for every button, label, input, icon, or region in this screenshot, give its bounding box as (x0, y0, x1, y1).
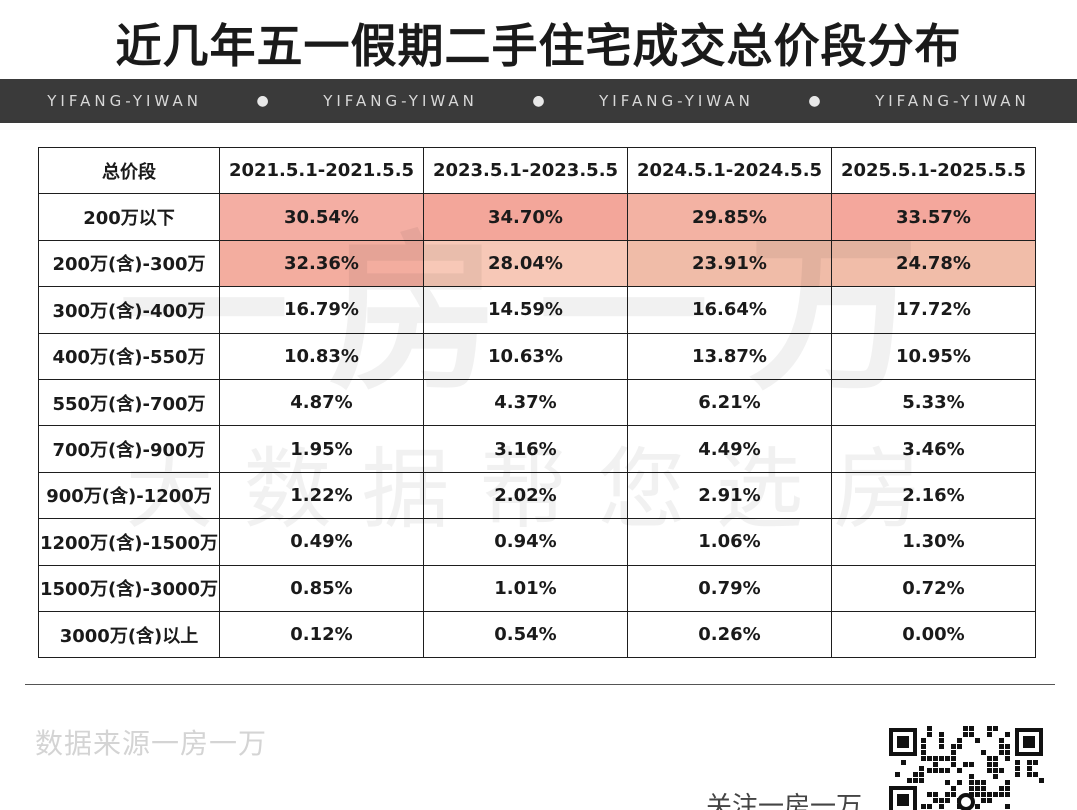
table-cell: 10.83% (219, 332, 424, 380)
band-text: YIFANG-YIWAN (323, 92, 478, 110)
row-label: 400万(含)-550万 (38, 332, 220, 380)
table-cell: 0.54% (423, 610, 628, 659)
table-row: 200万(含)-300万 32.36% 28.04% 23.91% 24.78% (38, 239, 1036, 288)
band-text: YIFANG-YIWAN (875, 92, 1030, 110)
row-label: 1500万(含)-3000万 (38, 564, 220, 612)
table-row: 1500万(含)-3000万 0.85% 1.01% 0.79% 0.72% (38, 564, 1036, 612)
band-dot: ● (256, 93, 269, 109)
table-cell: 33.57% (831, 193, 1036, 241)
table-cell: 0.94% (423, 518, 628, 566)
table-cell: 0.72% (831, 564, 1036, 612)
table-row: 400万(含)-550万 10.83% 10.63% 13.87% 10.95% (38, 332, 1036, 380)
table-cell: 1.01% (423, 564, 628, 612)
table-cell: 17.72% (831, 286, 1036, 334)
table-cell: 5.33% (831, 378, 1036, 427)
page-title: 近几年五一假期二手住宅成交总价段分布 (115, 19, 962, 73)
table-cell: 1.30% (831, 518, 1036, 566)
table-cell: 1.06% (627, 518, 832, 566)
price-distribution-table: 总价段 2021.5.1-2021.5.5 2023.5.1-2023.5.5 … (38, 146, 1036, 659)
row-label: 3000万(含)以上 (38, 610, 220, 659)
column-header: 2021.5.1-2021.5.5 (219, 146, 424, 195)
row-label: 300万(含)-400万 (38, 286, 220, 334)
table-row: 300万(含)-400万 16.79% 14.59% 16.64% 17.72% (38, 286, 1036, 334)
table-cell: 10.95% (831, 332, 1036, 380)
qr-code-icon (887, 726, 1045, 810)
row-label: 200万(含)-300万 (38, 239, 220, 288)
table-cell: 2.91% (627, 471, 832, 520)
row-label: 550万(含)-700万 (38, 378, 220, 427)
band-text: YIFANG-YIWAN (47, 92, 202, 110)
column-header: 2025.5.1-2025.5.5 (831, 146, 1036, 195)
table-cell: 0.26% (627, 610, 832, 659)
table-cell: 0.12% (219, 610, 424, 659)
row-label: 700万(含)-900万 (38, 425, 220, 473)
table-cell: 14.59% (423, 286, 628, 334)
table-row: 3000万(含)以上 0.12% 0.54% 0.26% 0.00% (38, 610, 1036, 659)
table-cell: 29.85% (627, 193, 832, 241)
table-cell: 3.16% (423, 425, 628, 473)
table-cell: 13.87% (627, 332, 832, 380)
follow-note: 关注一房一万 (706, 792, 863, 810)
table-row: 900万(含)-1200万 1.22% 2.02% 2.91% 2.16% (38, 471, 1036, 520)
table-cell: 16.64% (627, 286, 832, 334)
table-cell: 0.00% (831, 610, 1036, 659)
table-row: 550万(含)-700万 4.87% 4.37% 6.21% 5.33% (38, 378, 1036, 427)
band-dot: ● (532, 93, 545, 109)
table-cell: 4.87% (219, 378, 424, 427)
column-header: 总价段 (38, 146, 220, 195)
table-cell: 34.70% (423, 193, 628, 241)
column-header: 2023.5.1-2023.5.5 (423, 146, 628, 195)
table-cell: 0.79% (627, 564, 832, 612)
table-cell: 3.46% (831, 425, 1036, 473)
table-cell: 0.85% (219, 564, 424, 612)
table-cell: 24.78% (831, 239, 1036, 288)
data-source-note: 数据来源一房一万 (35, 727, 268, 760)
table-cell: 16.79% (219, 286, 424, 334)
table-row: 1200万(含)-1500万 0.49% 0.94% 1.06% 1.30% (38, 518, 1036, 566)
table-cell: 28.04% (423, 239, 628, 288)
row-label: 900万(含)-1200万 (38, 471, 220, 520)
footer-divider (25, 684, 1055, 685)
table-cell: 1.22% (219, 471, 424, 520)
table-cell: 1.95% (219, 425, 424, 473)
table-cell: 30.54% (219, 193, 424, 241)
row-label: 1200万(含)-1500万 (38, 518, 220, 566)
table-cell: 6.21% (627, 378, 832, 427)
row-label: 200万以下 (38, 193, 220, 241)
table-row: 700万(含)-900万 1.95% 3.16% 4.49% 3.46% (38, 425, 1036, 473)
table-cell: 10.63% (423, 332, 628, 380)
table-cell: 4.37% (423, 378, 628, 427)
table-cell: 4.49% (627, 425, 832, 473)
table-cell: 32.36% (219, 239, 424, 288)
table-row: 200万以下 30.54% 34.70% 29.85% 33.57% (38, 193, 1036, 241)
table-header-row: 总价段 2021.5.1-2021.5.5 2023.5.1-2023.5.5 … (38, 146, 1036, 195)
table-cell: 2.02% (423, 471, 628, 520)
brand-band: YIFANG-YIWAN ● YIFANG-YIWAN ● YIFANG-YIW… (0, 79, 1077, 123)
column-header: 2024.5.1-2024.5.5 (627, 146, 832, 195)
table-cell: 2.16% (831, 471, 1036, 520)
band-dot: ● (808, 93, 821, 109)
table-cell: 0.49% (219, 518, 424, 566)
band-text: YIFANG-YIWAN (599, 92, 754, 110)
table-cell: 23.91% (627, 239, 832, 288)
